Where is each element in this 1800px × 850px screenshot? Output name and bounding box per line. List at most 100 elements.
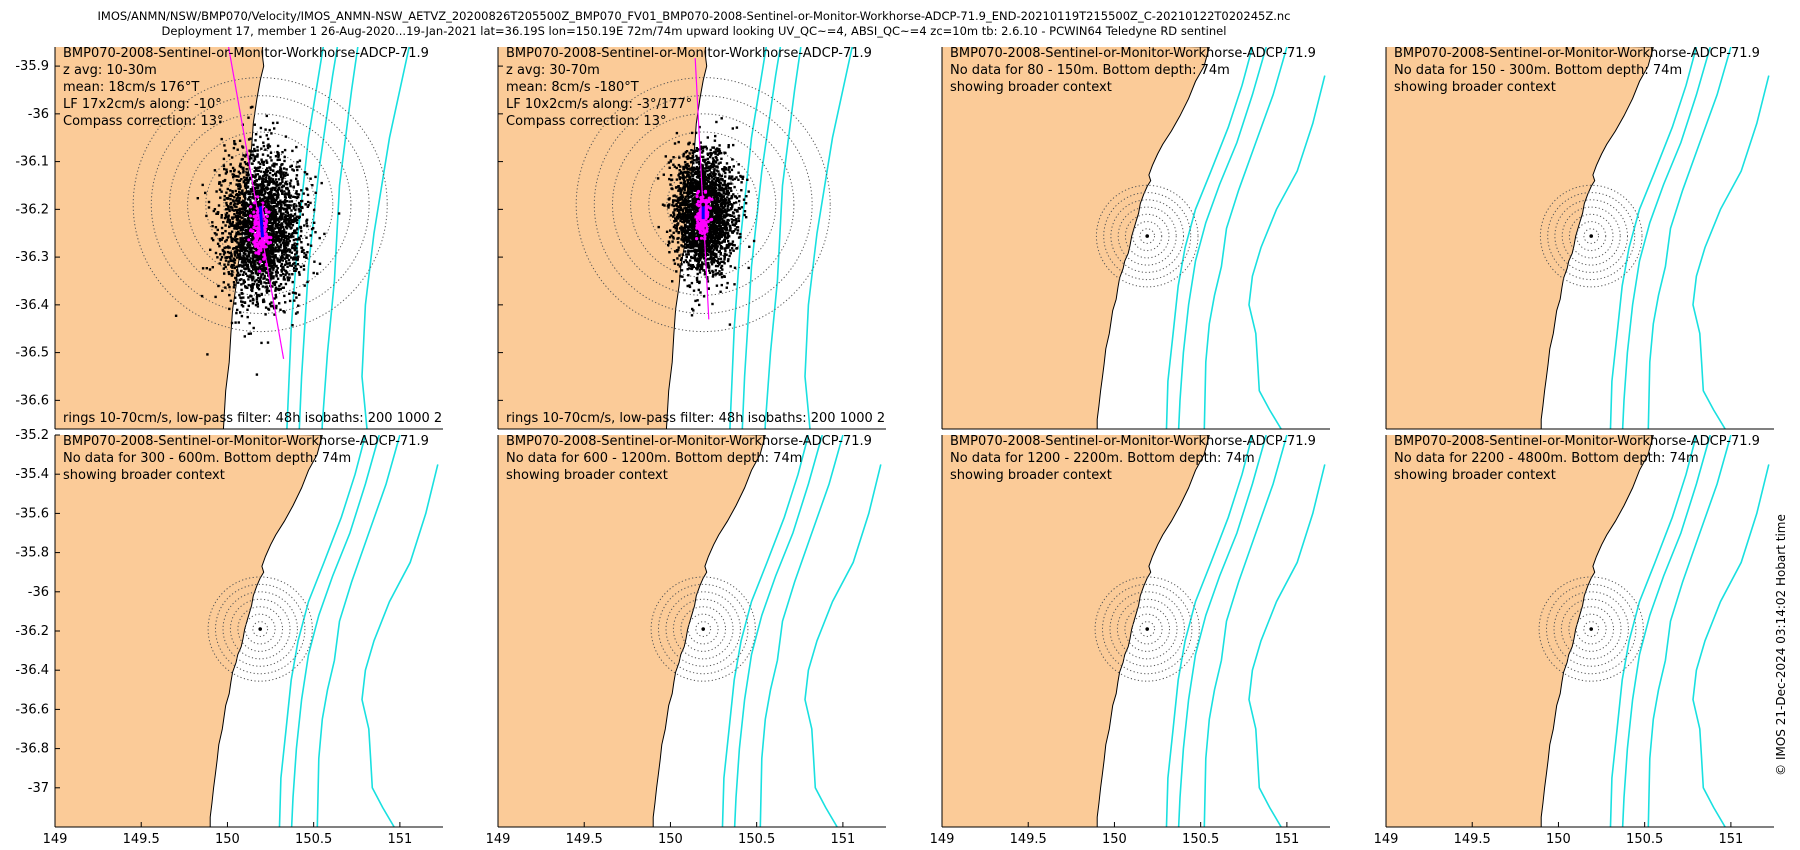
isobath-line <box>721 435 810 827</box>
figure-title-line1: IMOS/ANMN/NSW/BMP070/Velocity/IMOS_ANMN-… <box>98 9 1291 23</box>
lowpass-axis-line <box>694 58 710 320</box>
speed-ring <box>1124 213 1170 259</box>
panels-group: rings 10-70cm/s, low-pass filter: 48h is… <box>15 46 1774 847</box>
speed-ring <box>1102 583 1193 675</box>
annotation-line: BMP070-2008-Sentinel-or-Monitor-Workhors… <box>1394 434 1760 449</box>
panel-bottom-2: BMP070-2008-Sentinel-or-Monitor-Workhors… <box>486 434 886 847</box>
annotation-line: mean: 8cm/s -180°T <box>506 80 639 95</box>
annotation-line: No data for 600 - 1200m. Bottom depth: 7… <box>506 451 802 466</box>
annotation-line: LF 17x2cm/s along: -10° <box>63 97 222 112</box>
speed-ring <box>223 167 298 242</box>
speed-ring <box>169 113 352 296</box>
panel-bottom-1: BMP070-2008-Sentinel-or-Monitor-Workhors… <box>15 428 443 847</box>
speed-ring <box>207 576 313 682</box>
annotation-line: LF 10x2cm/s along: -3°/177° <box>506 97 692 112</box>
isobath-line <box>316 435 401 827</box>
annotation-line: showing broader context <box>506 468 668 483</box>
isobath-line <box>741 47 782 429</box>
isobath-line <box>733 435 823 827</box>
isobath-line <box>804 464 882 827</box>
x-tick-label: 150 <box>658 832 683 847</box>
speed-ring <box>1554 199 1629 273</box>
panel-annotations: BMP070-2008-Sentinel-or-Monitor-Workhors… <box>506 46 872 129</box>
speed-ring <box>229 598 291 660</box>
speed-ring <box>1110 199 1185 273</box>
mean-velocity-arrow <box>258 204 264 238</box>
annotation-line: Compass correction: 13° <box>63 114 223 129</box>
y-tick-label: -36.1 <box>15 155 49 170</box>
annotation-line: BMP070-2008-Sentinel-or-Monitor-Workhors… <box>63 434 429 449</box>
speed-ring <box>1575 613 1607 645</box>
speed-ring <box>132 77 388 333</box>
isobath-line <box>1647 47 1732 429</box>
isobath-line <box>361 464 439 827</box>
speed-ring <box>1131 613 1163 645</box>
x-tick-label: 150 <box>1546 832 1571 847</box>
annotation-line: showing broader context <box>1394 468 1556 483</box>
y-tick-label: -36.2 <box>15 624 49 639</box>
speed-ring <box>1139 228 1156 244</box>
x-tick-label: 150 <box>1102 832 1127 847</box>
isobath-line <box>1165 47 1254 429</box>
mooring-marker <box>1589 234 1594 238</box>
x-tick-label: 151 <box>830 832 855 847</box>
figure-title-line2: Deployment 17, member 1 26-Aug-2020...19… <box>162 24 1227 38</box>
land-mass <box>1386 47 1654 429</box>
speed-ring <box>237 606 284 652</box>
isobath-line <box>290 435 380 827</box>
panel-annotations: BMP070-2008-Sentinel-or-Monitor-Workhors… <box>950 434 1316 483</box>
x-tick-label: 149.5 <box>566 832 603 847</box>
panel-annotations: BMP070-2008-Sentinel-or-Monitor-Workhors… <box>63 46 429 129</box>
isobath-line <box>1609 47 1698 429</box>
isobath-line <box>361 47 410 429</box>
isobath-line <box>1621 435 1711 827</box>
speed-ring <box>575 77 831 333</box>
x-tick-label: 150.5 <box>1626 832 1663 847</box>
y-tick-label: -35.4 <box>15 467 49 482</box>
isobath-line <box>298 47 339 429</box>
speed-ring <box>687 613 719 645</box>
panel-bottom-4: BMP070-2008-Sentinel-or-Monitor-Workhors… <box>1374 434 1774 847</box>
annotation-line: BMP070-2008-Sentinel-or-Monitor-Workhors… <box>506 46 872 61</box>
speed-ring <box>666 167 741 242</box>
speed-ring <box>187 131 334 278</box>
speed-ring <box>1109 591 1185 667</box>
y-tick-label: -36.8 <box>15 742 49 757</box>
annotation-line: mean: 18cm/s 176°T <box>63 80 199 95</box>
x-tick-label: 150.5 <box>1182 832 1219 847</box>
mooring-marker <box>701 627 706 631</box>
mooring-marker <box>1145 627 1150 631</box>
panel-annotations: BMP070-2008-Sentinel-or-Monitor-Workhors… <box>1394 434 1760 483</box>
speed-ring <box>1546 583 1637 675</box>
y-tick-label: -35.8 <box>15 546 49 561</box>
speed-ring <box>222 591 298 667</box>
isobath-line <box>1248 464 1326 827</box>
y-tick-label: -36.4 <box>15 298 49 313</box>
speed-ring <box>1583 621 1600 637</box>
speed-ring <box>612 113 795 296</box>
isobath-line <box>759 435 844 827</box>
mooring-marker <box>258 627 263 631</box>
speed-ring <box>1116 598 1178 660</box>
isobath-line <box>1177 47 1267 429</box>
panel-bottom-3: BMP070-2008-Sentinel-or-Monitor-Workhors… <box>930 434 1330 847</box>
y-tick-label: -36.4 <box>15 663 49 678</box>
x-tick-label: 149.5 <box>1454 832 1491 847</box>
speed-ring <box>1117 206 1177 266</box>
speed-ring <box>1124 606 1171 652</box>
y-tick-label: -37 <box>28 781 49 796</box>
speed-ring <box>695 621 712 637</box>
panel-footer: rings 10-70cm/s, low-pass filter: 48h is… <box>506 411 960 426</box>
annotation-line: z avg: 10-30m <box>63 63 157 78</box>
lowpass-axis-line <box>227 47 285 360</box>
land-mass <box>942 47 1210 429</box>
y-tick-label: -35.2 <box>15 428 49 443</box>
isobath-line <box>1203 435 1288 827</box>
x-tick-label: 149 <box>43 832 68 847</box>
y-tick-label: -36.3 <box>15 250 49 265</box>
speed-ring <box>1568 606 1615 652</box>
panel-footer: rings 10-70cm/s, low-pass filter: 48h is… <box>63 411 517 426</box>
isobath-line <box>278 435 367 827</box>
speed-ring <box>252 621 269 637</box>
